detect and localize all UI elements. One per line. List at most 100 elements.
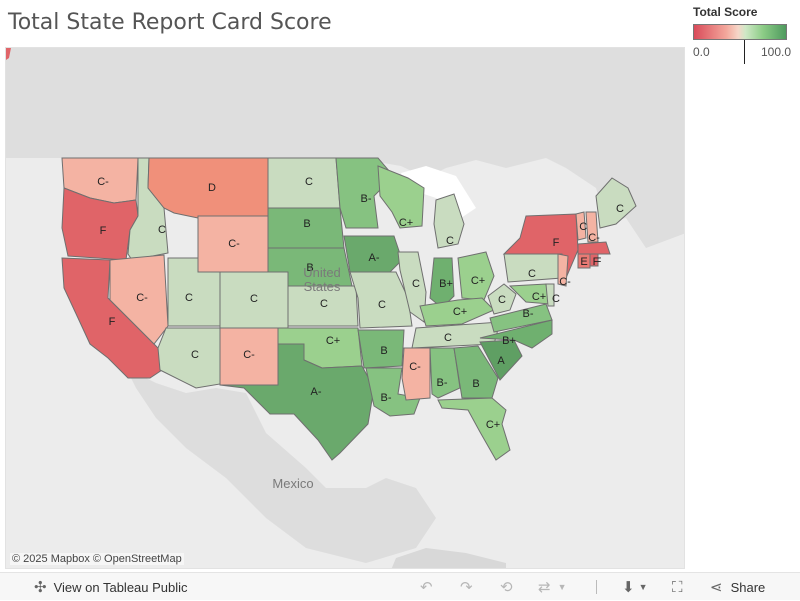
- state-ri[interactable]: [589, 253, 599, 267]
- mexico-landmass: [126, 368, 436, 563]
- state-grade-label-ny: F: [553, 237, 560, 249]
- state-tx[interactable]: [219, 343, 375, 461]
- legend-gradient-bar[interactable]: [693, 24, 787, 40]
- revert-icon: ⟲: [500, 579, 513, 596]
- state-grade-label-ky: C+: [453, 306, 467, 318]
- state-nv[interactable]: [109, 254, 169, 345]
- state-grade-label-sd: B: [303, 218, 310, 230]
- cuba-landmass: [391, 548, 506, 568]
- state-grade-label-mn: B-: [361, 193, 372, 205]
- fullscreen-icon: ⛶: [672, 578, 683, 596]
- share-icon: ⋖: [710, 579, 723, 596]
- state-wv[interactable]: [487, 283, 517, 315]
- state-grade-label-al: B-: [437, 377, 448, 389]
- state-grade-label-md: C+: [532, 291, 546, 303]
- state-grade-label-mt: D: [208, 182, 216, 194]
- state-va[interactable]: [489, 303, 553, 333]
- state-grade-label-la: B-: [381, 392, 392, 404]
- state-grade-label-mo: C: [378, 299, 386, 311]
- state-me[interactable]: [595, 177, 637, 229]
- state-grade-label-ut: C: [185, 292, 193, 304]
- bottom-toolbar: ✣ View on Tableau Public ↶ ↷ ⟲ ⇄ ▼ ⬇ ▼ ⛶ ⋖…: [0, 572, 800, 600]
- refresh-icon: ⇄: [538, 579, 551, 596]
- state-grade-label-nj: C-: [559, 276, 571, 288]
- tableau-logo-icon: ✣: [34, 579, 47, 596]
- state-grade-label-ne: B: [306, 262, 313, 274]
- download-button[interactable]: ⬇ ▼: [622, 579, 648, 596]
- state-mo[interactable]: [349, 271, 413, 329]
- map-attribution[interactable]: © 2025 Mapbox © OpenStreetMap: [10, 553, 184, 565]
- state-nc[interactable]: [479, 319, 553, 349]
- state-grade-label-vt: C-: [579, 221, 591, 233]
- state-grade-label-nd: C: [305, 176, 313, 188]
- map-view[interactable]: C- F F C C- D C- C C C C- C B B C C+ A- B- A- C B B- C+ C C B+ C+ C…: [5, 47, 685, 569]
- map-canvas[interactable]: C- F F C C- D C- C C C C- C B B C C+ A- B- A- C B B- C+ C C B+ C+ C…: [6, 48, 685, 569]
- state-mi[interactable]: [433, 193, 465, 249]
- state-la[interactable]: [365, 367, 421, 417]
- state-grade-label-nc: B+: [502, 335, 516, 347]
- view-on-tableau-label: View on Tableau Public: [53, 579, 188, 595]
- state-grade-label-ia: A-: [369, 252, 380, 264]
- state-grade-label-ks: C: [320, 298, 328, 310]
- legend-title: Total Score: [693, 5, 758, 19]
- united-states-label-line1: United: [303, 265, 341, 280]
- state-sc[interactable]: [479, 339, 523, 381]
- legend-range-labels: 0.0 100.0: [693, 45, 791, 59]
- state-nj[interactable]: [557, 253, 569, 287]
- state-grade-label-id: C: [158, 224, 166, 236]
- share-button[interactable]: ⋖ Share: [710, 573, 765, 601]
- state-vt[interactable]: [575, 211, 587, 241]
- state-grade-label-or: F: [100, 225, 107, 237]
- fullscreen-button[interactable]: ⛶: [672, 573, 683, 601]
- state-nd[interactable]: [267, 157, 341, 209]
- state-ks[interactable]: [287, 285, 359, 327]
- legend-min-label: 0.0: [693, 45, 710, 59]
- state-grade-label-sc: A: [497, 355, 505, 367]
- state-grade-label-fl: C+: [486, 419, 500, 431]
- page-title: Total State Report Card Score: [8, 10, 332, 35]
- state-de[interactable]: [545, 283, 555, 307]
- united-states-label-line2: States: [304, 279, 341, 294]
- canada-landmass: [6, 48, 684, 248]
- state-wi[interactable]: [377, 165, 425, 229]
- state-grade-label-wy: C-: [228, 238, 240, 250]
- state-il[interactable]: [397, 251, 427, 323]
- state-ar[interactable]: [357, 329, 405, 369]
- share-label: Share: [730, 579, 766, 595]
- state-grade-label-tn: C: [444, 332, 452, 344]
- state-grade-label-ri: F: [593, 256, 600, 268]
- state-grade-label-wv: C: [498, 294, 506, 306]
- state-ms[interactable]: [401, 347, 431, 401]
- state-grade-label-nh: C-: [588, 232, 600, 244]
- state-ma[interactable]: [577, 241, 611, 255]
- state-grade-label-az: C: [191, 349, 199, 361]
- state-grade-label-ar: B: [380, 345, 387, 357]
- state-grade-label-ga: B: [472, 378, 479, 390]
- download-icon: ⬇: [622, 579, 635, 596]
- mexico-place-label: Mexico: [272, 476, 313, 491]
- redo-button[interactable]: ↷: [460, 573, 473, 601]
- undo-button[interactable]: ↶: [420, 573, 433, 601]
- state-nh[interactable]: [585, 211, 599, 243]
- state-ca[interactable]: [61, 257, 163, 379]
- state-grade-label-va: B-: [523, 308, 534, 320]
- state-ct[interactable]: [577, 253, 591, 269]
- state-grade-label-co: C: [250, 293, 258, 305]
- state-grade-label-wi: C+: [399, 217, 413, 229]
- state-mn[interactable]: [335, 157, 391, 229]
- alaska-edge: [6, 48, 11, 60]
- state-grade-label-oh: C+: [471, 275, 485, 287]
- redo-icon: ↷: [460, 579, 473, 596]
- refresh-button[interactable]: ⇄ ▼: [538, 579, 567, 596]
- state-ga[interactable]: [453, 345, 499, 399]
- state-grade-label-wa: C-: [97, 176, 109, 188]
- state-ia[interactable]: [343, 235, 403, 273]
- state-grade-label-mi: C: [446, 235, 454, 247]
- revert-button[interactable]: ⟲: [500, 573, 513, 601]
- state-grade-label-de: C: [552, 293, 560, 305]
- toolbar-separator: [596, 580, 597, 594]
- view-on-tableau-button[interactable]: ✣ View on Tableau Public: [34, 573, 188, 601]
- state-fl[interactable]: [437, 397, 511, 461]
- state-oh[interactable]: [457, 251, 495, 301]
- state-al[interactable]: [429, 347, 461, 399]
